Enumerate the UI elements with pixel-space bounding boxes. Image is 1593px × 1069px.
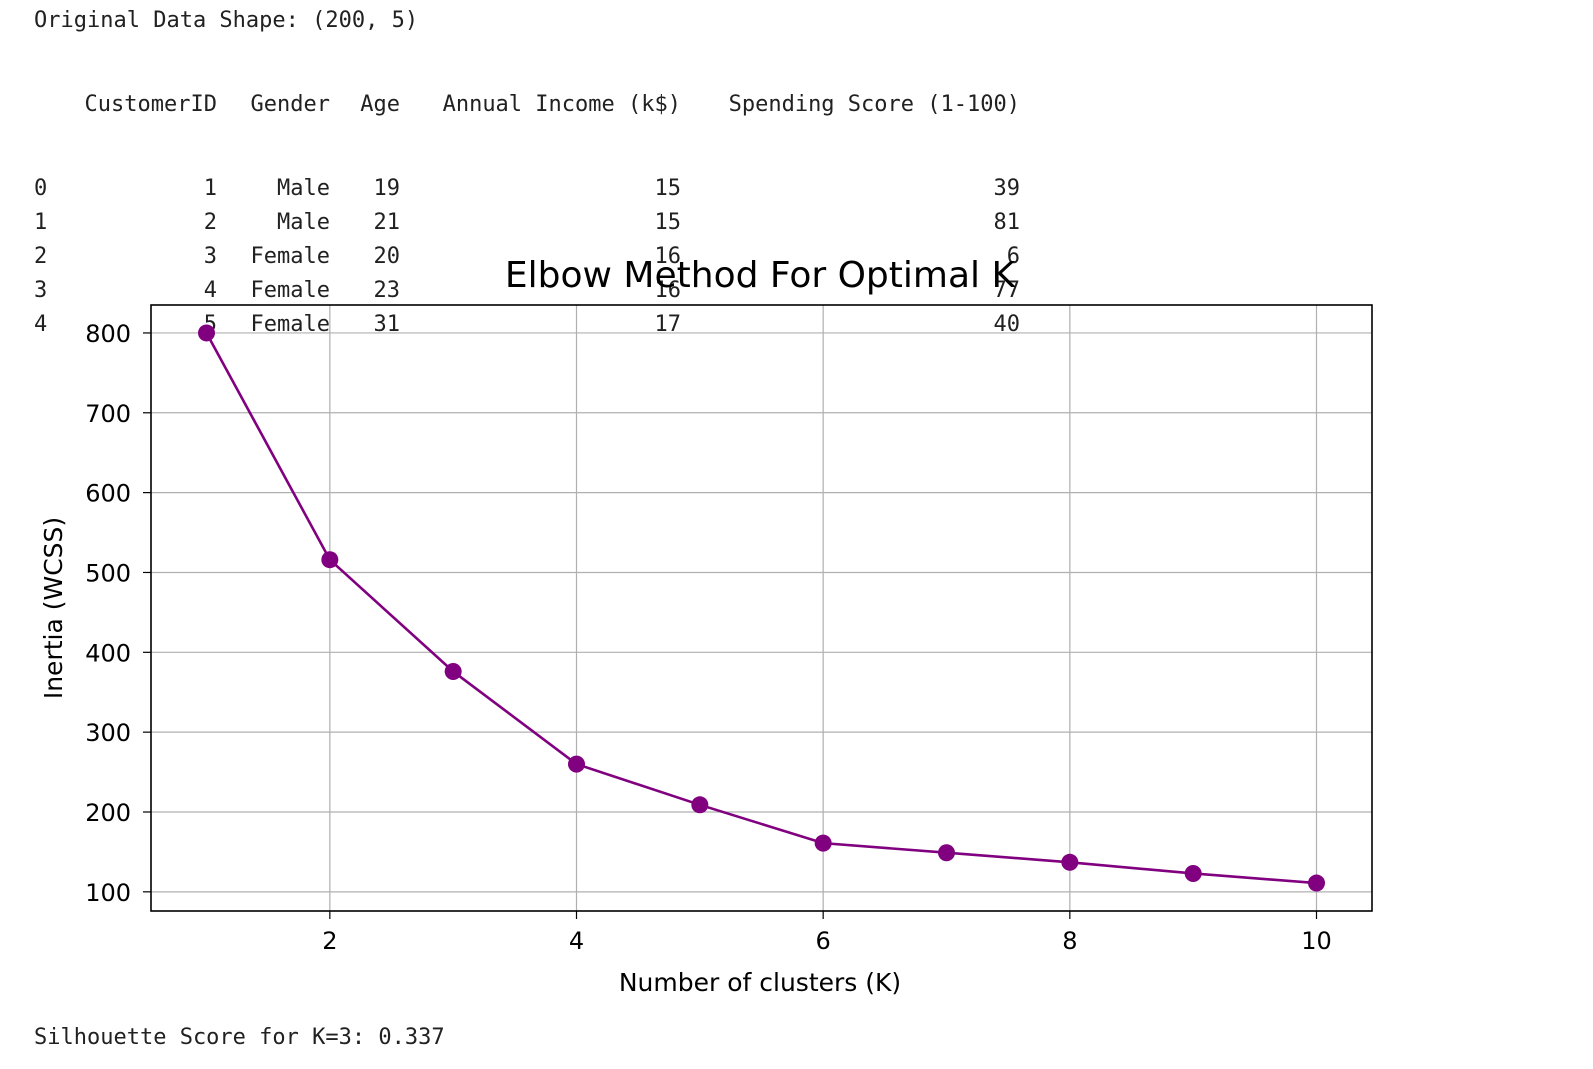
grid-lines [151,305,1372,911]
table-cell: 19 [373,176,401,201]
x-tick-label: 4 [569,927,584,955]
table-row: 1 2 Male 21 15 81 [34,206,1020,240]
data-point [198,324,215,342]
row-index: 2 [34,244,48,269]
y-tick-label: 600 [85,480,131,508]
y-tick-label: 800 [85,320,131,348]
table-cell: Male [277,210,330,235]
table-cell: Male [277,176,330,201]
x-tick-label: 2 [322,927,337,955]
row-index: 4 [34,312,48,337]
x-tick-label: 8 [1062,927,1077,955]
data-point [814,834,832,852]
table-row: 0 1 Male 19 15 39 [34,172,1020,206]
elbow-chart: Elbow Method For Optimal K 2 4 6 8 10 100 200 3… [39,255,1373,997]
data-point [568,755,585,773]
series-line [205,332,1317,885]
series-layer [198,324,1325,892]
table-cell: 15 [654,176,682,201]
table-cell: 16 [654,244,682,269]
column-header: Gender [250,92,330,117]
table-cell: Female [250,244,330,269]
table-cell: Female [250,278,330,303]
dataframe-preview: CustomerID Gender Age Annual Income (k$)… [34,38,1020,367]
data-point [691,796,709,814]
data-point [1061,853,1079,871]
column-header: Age [360,92,400,117]
row-index: 0 [34,176,48,201]
y-axis-label: Inertia (WCSS) [39,517,68,699]
x-axis-label: Number of clusters (K) [619,968,901,997]
data-point [1308,874,1325,892]
axis-ticks: 2 4 6 8 10 100 200 300 400 500 600 700 800 [85,320,1332,955]
table-header: CustomerID Gender Age Annual Income (k$)… [34,88,1020,122]
table-cell: 6 [1006,244,1020,269]
x-tick-label: 10 [1301,927,1332,955]
y-tick-label: 500 [85,559,131,587]
y-tick-label: 400 [85,639,131,667]
table-cell: 4 [203,278,217,303]
y-tick-label: 700 [85,400,131,428]
data-point [444,662,462,680]
table-row: 3 4 Female 23 16 77 [34,274,1020,308]
table-cell: 16 [654,278,682,303]
table-cell: 1 [203,176,217,201]
y-tick-label: 200 [85,799,131,827]
table-cell: 21 [373,210,401,235]
row-index: 3 [34,278,48,303]
plot-frame [150,304,1373,912]
table-cell: 3 [203,244,217,269]
data-point [938,844,955,862]
column-header: CustomerID [84,92,217,117]
table-cell: 77 [993,278,1021,303]
chart-title: Elbow Method For Optimal K [505,255,1017,296]
table-cell: 20 [373,244,401,269]
data-shape-output: Original Data Shape: (200, 5) [34,8,419,33]
data-point [1184,864,1202,882]
data-point [321,551,339,569]
column-header: Spending Score (1-100) [728,92,1020,117]
table-cell: 39 [993,176,1021,201]
table-cell: 15 [654,210,682,235]
table-cell: 81 [993,210,1021,235]
table-cell: 2 [203,210,217,235]
row-index: 1 [34,210,48,235]
silhouette-output: Silhouette Score for K=3: 0.337 [34,1025,445,1050]
y-tick-label: 300 [85,719,131,747]
y-tick-label: 100 [85,879,131,907]
table-cell: 23 [373,278,401,303]
column-header: Annual Income (k$) [442,92,681,117]
x-tick-label: 6 [816,927,831,955]
table-row: 2 3 Female 20 16 6 [34,240,1020,274]
